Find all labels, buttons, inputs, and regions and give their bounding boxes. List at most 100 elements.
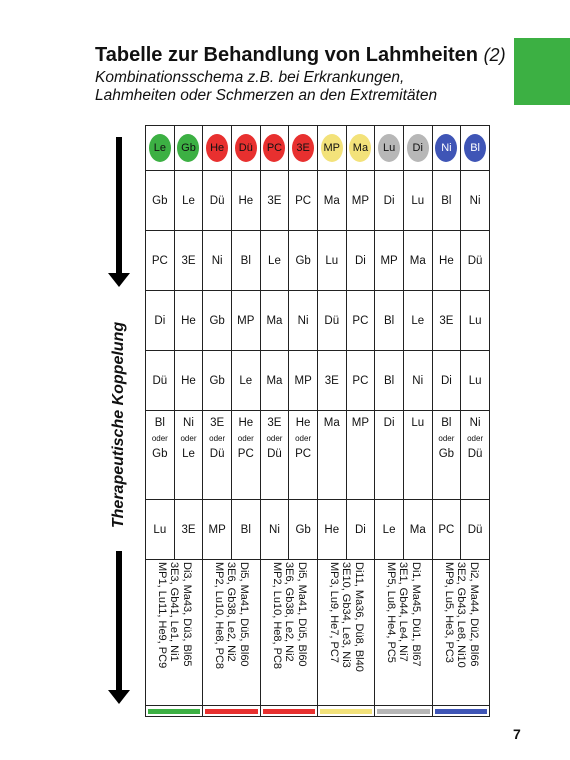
table-cell: Gb (202, 290, 232, 351)
table-cell: Ni (288, 290, 318, 351)
cell-value: He (238, 417, 254, 429)
table-cell: Ni (259, 499, 290, 560)
header-cell: Gb (173, 125, 204, 171)
table-cell: Bl oder Gb (145, 410, 175, 500)
combination-line: Di3, Ma43, Dü3, Bl65 (180, 561, 193, 667)
combination-cell: Di3, Ma43, Dü3, Bl65 3E3, Gb41, Le1, Ni1 M… (144, 559, 204, 706)
color-bar (377, 708, 430, 714)
table-cell: Di (345, 499, 376, 560)
combination-cell: Di1, Ma45, Dü1, Bl67 3E1, Gb44, Le4, Ni7 M… (374, 559, 433, 706)
table-cell: Di (431, 350, 462, 411)
header-row: Le Gb He Dü PC 3E MP Ma Lu Di Ni Bl (145, 125, 490, 171)
header-cell: He (202, 125, 232, 171)
combination-line: Di2, Ma44, Dü2, Bl66 (467, 561, 480, 667)
table-cell: Bl (230, 230, 261, 291)
table-cell: 3E oder Dü (202, 410, 232, 500)
combination-line: MP3, Lu9, He7, PC7 (327, 561, 340, 663)
cell-value: 3E (267, 417, 282, 429)
arrow-shaft-bottom (116, 551, 122, 691)
color-bar-cell (374, 705, 433, 717)
table-cell: MP (345, 170, 376, 231)
table-cell: Ni (202, 230, 232, 291)
combination-line: 3E6, Gb38, Le2, Ni2 (225, 561, 238, 662)
table-cell: MP (374, 230, 404, 291)
cell-value: Dü (467, 448, 483, 460)
table-cell: He (431, 230, 462, 291)
arrow-shaft-top (116, 137, 122, 273)
table-cell: Ma (402, 230, 433, 291)
combination-text: Di3, Ma43, Dü3, Bl65 3E3, Gb41, Le1, Ni1 M… (155, 562, 193, 704)
header-cell: Lu (374, 125, 404, 171)
table-cell: Lu (402, 410, 433, 500)
color-bar-row (144, 705, 491, 717)
table-cell: He (316, 499, 347, 560)
title-number: (2) (483, 45, 506, 65)
table-row: Lu 3E MP Bl Ni Gb He Di Le Ma PC Dü (145, 499, 490, 560)
table-cell: MP (230, 290, 261, 351)
meridian-oval: Ni (435, 134, 458, 162)
meridian-oval: Ma (349, 134, 372, 162)
table-cell: Gb (145, 170, 175, 231)
table-cell: Ma (316, 410, 347, 500)
table-cell: Gb (288, 499, 318, 560)
cell-value: Dü (209, 448, 225, 460)
cell-value: Dü (267, 448, 282, 460)
header-cell: Ma (345, 125, 376, 171)
color-bar-cell (431, 705, 491, 717)
table-cell: PC (145, 230, 175, 291)
combination-text: Di5, Ma41, Dü5, Bl60 3E6, Gb38, Le2, Ni2 M… (270, 562, 308, 704)
combination-text: Di5, Ma41, Dü5, Bl60 3E6, Gb38, Le2, Ni2 M… (213, 561, 250, 704)
table-cell: PC (345, 350, 376, 411)
header-cell: Ni (431, 125, 462, 171)
cell-value: MP (351, 417, 370, 429)
table-cell: 3E (259, 170, 290, 231)
combination-cell: Di2, Ma44, Dü2, Bl66 3E2, Gb43, Le8, Ni10… (431, 559, 491, 706)
table-cell: Le (230, 350, 261, 411)
color-bar-cell (259, 705, 318, 717)
oder-label: oder (467, 434, 484, 443)
arrow-down-icon-bottom (108, 690, 130, 704)
meridian-oval: MP (320, 134, 343, 162)
table-cell: 3E (173, 230, 204, 291)
header-cell: Bl (460, 125, 490, 171)
oder-label: oder (209, 434, 226, 443)
table-row-alternatives: Bl oder Gb Ni oder Le 3E oder Dü He oder PC 3E oder Dü… (145, 410, 490, 500)
meridian-oval: Lu (378, 134, 401, 162)
cell-value: Ni (183, 417, 194, 429)
table-cell: Bl (431, 170, 462, 231)
header-cell: PC (259, 125, 290, 171)
meridian-oval: He (206, 134, 229, 162)
combination-line: 3E1, Gb44, Le4, Ni7 (397, 561, 410, 662)
oder-label: oder (237, 434, 254, 443)
oder-label: oder (438, 434, 455, 443)
table-cell: Le (374, 499, 404, 560)
green-section-tab (514, 38, 570, 105)
table-cell: PC (288, 170, 318, 231)
page-title: Tabelle zur Behandlung von Lahmheiten (2… (95, 44, 506, 66)
table-cell: Bl oder Gb (431, 410, 462, 500)
table-cell: Dü (460, 230, 490, 291)
side-label: Therapeutische Koppelung (110, 321, 127, 529)
color-bar (319, 708, 373, 714)
table-cell: Ni (460, 170, 490, 231)
header-cell: Dü (230, 125, 261, 171)
cell-value: 3E (210, 417, 225, 429)
combination-line: 3E3, Gb41, Le1, Ni1 (168, 561, 181, 662)
table-cell: Le (259, 230, 290, 291)
table-row: PC 3E Ni Bl Le Gb Lu Di MP Ma He Dü (145, 230, 490, 291)
table-cell: Ma (259, 290, 290, 351)
combination-cell: Di11, Ma36, Dü8, Bl40 3E10, Gb34, Le3, Ni… (316, 559, 376, 706)
oder-label: oder (180, 434, 197, 443)
cell-value: PC (237, 448, 254, 460)
meridian-oval: Gb (177, 134, 200, 162)
combination-line: MP5, Lu8, He4, PC5 (385, 561, 398, 663)
table-cell: Dü (145, 350, 175, 411)
oder-label: oder (295, 434, 312, 443)
combination-text: Di11, Ma36, Dü8, Bl40 3E10, Gb34, Le3, Ni… (327, 562, 365, 704)
cell-value: Lu (411, 417, 425, 429)
table-cell: 3E oder Dü (259, 410, 290, 500)
table-row: Dü He Gb Le Ma MP 3E PC Bl Ni Di Lu (145, 350, 490, 411)
table-cell: He (173, 350, 204, 411)
combination-text: Di1, Ma45, Dü1, Bl67 3E1, Gb44, Le4, Ni7 M… (385, 561, 422, 704)
color-bar (148, 708, 201, 714)
